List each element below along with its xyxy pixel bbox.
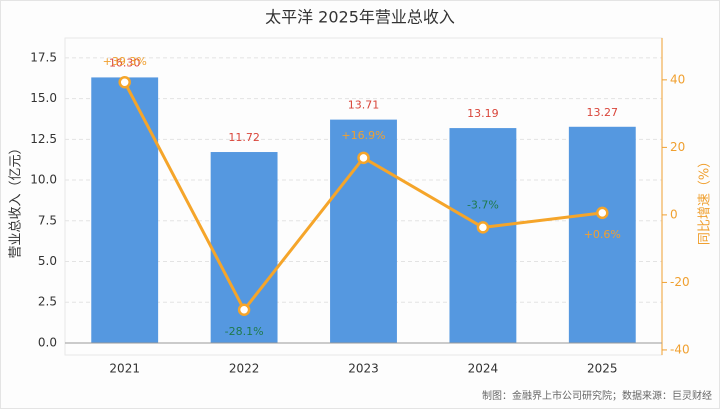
x-tick-label: 2025 <box>587 362 618 376</box>
y-tick-label: 7.5 <box>38 213 57 227</box>
y-tick-label: 2.5 <box>38 295 57 309</box>
growth-point <box>596 206 609 220</box>
y-tick-label: 0.0 <box>38 335 57 349</box>
y2-tick-label: 40 <box>670 72 685 86</box>
bar <box>449 128 517 343</box>
bar <box>91 77 159 343</box>
growth-value-label: +39.3% <box>103 55 147 68</box>
y-tick-label: 12.5 <box>30 132 57 146</box>
growth-value-label: -3.7% <box>467 198 499 211</box>
bar <box>568 126 636 343</box>
y2-tick-label: -20 <box>670 275 690 289</box>
chart-title: 太平洋 2025年营业总收入 <box>265 8 455 27</box>
growth-value-label: +16.9% <box>341 129 385 142</box>
y-tick-label: 15.0 <box>30 91 57 105</box>
growth-point <box>118 75 131 89</box>
source-note: 制图：金融界上市公司研究院；数据来源：巨灵财经 <box>482 389 712 402</box>
growth-value-label: -28.1% <box>225 325 264 338</box>
y2-tick-label: 20 <box>670 140 685 154</box>
growth-point <box>476 221 490 234</box>
y-tick-label: 5.0 <box>38 254 57 268</box>
bar-value-label: 11.72 <box>228 131 260 144</box>
x-tick-label: 2023 <box>348 362 379 376</box>
growth-value-label: +0.6% <box>584 228 621 241</box>
y-axis-label: 营业总收入（亿元） <box>9 141 24 258</box>
x-tick-label: 2021 <box>109 362 140 376</box>
y2-axis-label: 同比增速（%） <box>698 155 713 245</box>
growth-point <box>357 151 370 165</box>
bar-value-label: 13.19 <box>467 107 499 120</box>
y-tick-label: 10.0 <box>30 173 57 187</box>
bar-value-label: 13.27 <box>587 106 619 119</box>
y2-tick-label: 0 <box>670 207 678 221</box>
y2-tick-label: -40 <box>670 342 690 356</box>
bar-value-label: 16.30 <box>109 56 141 69</box>
growth-point <box>237 303 251 317</box>
bar-value-label: 13.71 <box>348 99 380 112</box>
x-tick-label: 2022 <box>229 362 260 376</box>
y-tick-label: 17.5 <box>30 50 57 64</box>
x-tick-label: 2024 <box>468 362 499 376</box>
